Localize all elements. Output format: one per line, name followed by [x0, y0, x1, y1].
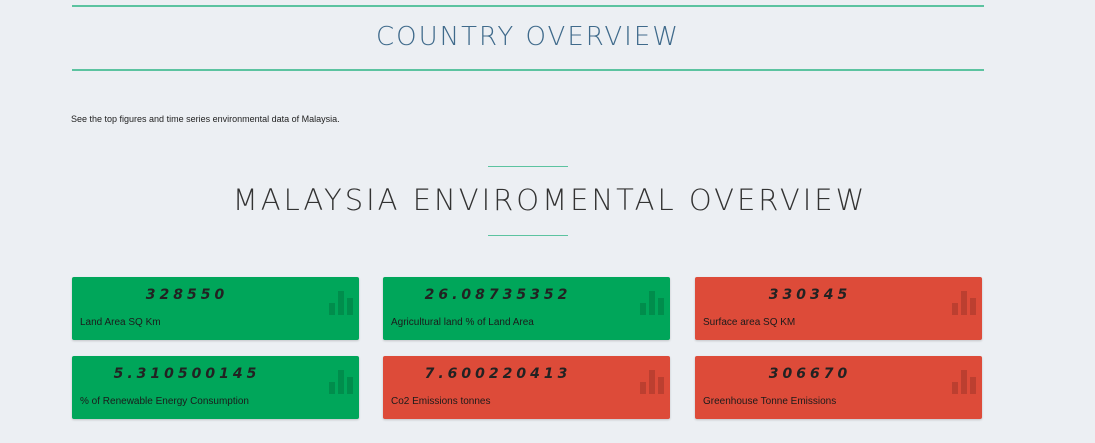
- bar-chart-icon: [952, 370, 978, 394]
- stat-card-agricultural-land: 26.08735352 Agricultural land % of Land …: [383, 277, 670, 340]
- section-title: MALAYSIA ENVIROMENTAL OVERVIEW: [232, 183, 868, 217]
- header-bottom-divider: [72, 69, 984, 71]
- stat-card-renewable-energy: 5.310500145 % of Renewable Energy Consum…: [72, 356, 359, 419]
- stat-label: Land Area SQ Km: [80, 317, 161, 328]
- stat-card-co2-emissions: 7.600220413 Co2 Emissions tonnes: [383, 356, 670, 419]
- stat-value: 306670: [768, 366, 852, 382]
- bar-chart-icon: [640, 370, 666, 394]
- page-title: COUNTRY OVERVIEW: [376, 22, 680, 52]
- intro-text: See the top figures and time series envi…: [71, 114, 340, 124]
- stat-label: % of Renewable Energy Consumption: [80, 396, 249, 407]
- stat-value: 5.310500145: [113, 366, 261, 382]
- stat-value: 26.08735352: [424, 287, 572, 303]
- stat-card-greenhouse-emissions: 306670 Greenhouse Tonne Emissions: [695, 356, 982, 419]
- stat-card-surface-area: 330345 Surface area SQ KM: [695, 277, 982, 340]
- bar-chart-icon: [640, 291, 666, 315]
- stat-value: 328550: [145, 287, 229, 303]
- stat-card-land-area: 328550 Land Area SQ Km: [72, 277, 359, 340]
- stat-label: Greenhouse Tonne Emissions: [703, 396, 837, 407]
- stat-label: Agricultural land % of Land Area: [391, 317, 534, 328]
- stat-value: 330345: [768, 287, 852, 303]
- stat-value: 7.600220413: [424, 366, 572, 382]
- bar-chart-icon: [329, 370, 355, 394]
- section-bottom-divider: [488, 235, 568, 236]
- bar-chart-icon: [952, 291, 978, 315]
- stat-label: Co2 Emissions tonnes: [391, 396, 491, 407]
- header-top-divider: [72, 5, 984, 7]
- bar-chart-icon: [329, 291, 355, 315]
- stat-label: Surface area SQ KM: [703, 317, 796, 328]
- section-top-divider: [488, 166, 568, 167]
